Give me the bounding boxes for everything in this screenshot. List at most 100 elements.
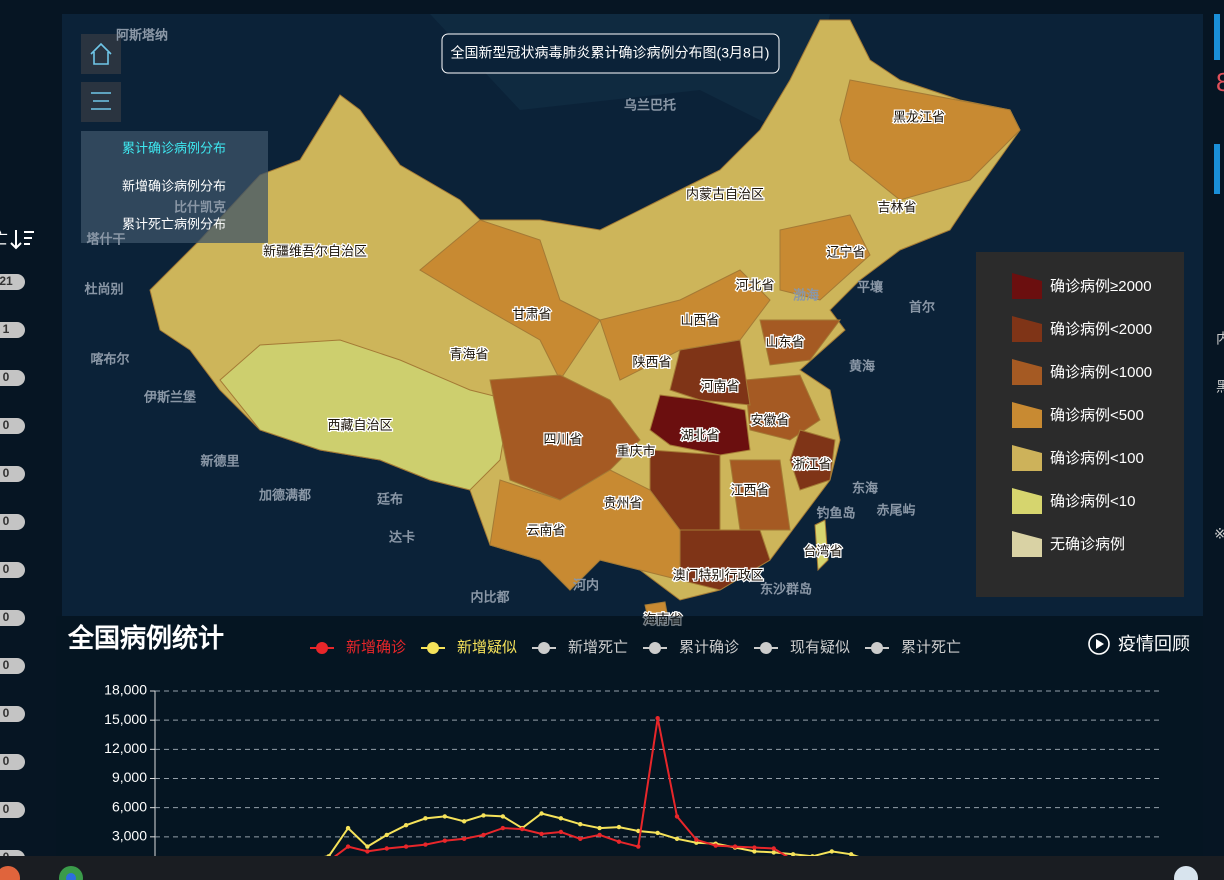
province-label: 陕西省 [632, 354, 671, 369]
data-point [481, 813, 486, 818]
data-point [732, 844, 738, 849]
base-map-label: 塔什干 [86, 231, 125, 246]
province-label: 贵州省 [603, 495, 642, 510]
badge [0, 610, 25, 626]
map-title: 全国新型冠状病毒肺炎累计确诊病例分布图(3月8日) [451, 45, 770, 61]
region [679, 529, 771, 591]
legend-swatch [1012, 359, 1042, 385]
base-map-label: 东海 [852, 480, 878, 495]
legend-dot[interactable] [760, 642, 772, 654]
review-button[interactable]: 疫情回顾 [1118, 634, 1190, 654]
legend-label[interactable]: 累计死亡 [901, 639, 961, 656]
data-point [636, 828, 641, 834]
data-point [597, 832, 602, 838]
review-icon[interactable] [1088, 633, 1110, 655]
legend-label[interactable]: 新增死亡 [568, 639, 628, 656]
base-map-label: 比什凯克 [174, 199, 226, 214]
data-point [616, 839, 622, 844]
data-point [848, 852, 854, 856]
data-point [674, 814, 680, 819]
legend-dot[interactable] [871, 642, 883, 654]
taskbar [0, 856, 1224, 880]
legend-label[interactable]: 新增确诊 [346, 639, 406, 656]
sort-icon[interactable] [10, 230, 34, 250]
data-point [423, 842, 428, 847]
legend-label[interactable]: 累计确诊 [679, 639, 739, 656]
menu-item[interactable]: 累计死亡病例分布 [122, 216, 226, 231]
badge [0, 706, 25, 722]
legend-label: 无确诊病例 [1050, 536, 1125, 553]
base-map-label: 东沙群岛 [760, 581, 812, 596]
badge-value: 0 [3, 610, 10, 624]
region [669, 339, 751, 406]
legend-dot[interactable] [649, 642, 661, 654]
data-point [403, 822, 409, 828]
badge-value: 0 [3, 754, 10, 768]
data-point [829, 849, 834, 854]
data-point [578, 821, 583, 827]
province-label: 安徽省 [750, 412, 789, 427]
badge-value: 0 [3, 802, 10, 816]
menu-panel [81, 131, 268, 243]
right-accent [1214, 144, 1220, 194]
menu-button[interactable] [81, 82, 121, 122]
base-map-label: 渤海 [793, 287, 819, 302]
legend-dot[interactable] [538, 642, 550, 654]
home-icon [90, 42, 112, 65]
badge-value: 0 [3, 418, 10, 432]
badge [0, 562, 25, 578]
right-panel-text: ※ [1214, 526, 1224, 542]
right-panel-text: 内 [1216, 331, 1224, 347]
taskbar-icon[interactable] [0, 866, 20, 880]
base-map-label: 廷布 [376, 491, 403, 506]
base-map-label: 赤尾屿 [876, 502, 915, 517]
data-point [384, 846, 389, 851]
home-button[interactable] [81, 34, 121, 74]
province-label: 台湾省 [803, 543, 842, 558]
data-point [694, 837, 699, 842]
base-map-label: 平壤 [857, 279, 884, 294]
taskbar-icon [66, 873, 76, 880]
data-point [539, 811, 544, 816]
data-point [365, 849, 370, 854]
legend-label: 确诊病例<100 [1050, 450, 1144, 467]
y-tick-label: 12,000 [104, 740, 147, 756]
base-map-label: 钓鱼岛 [816, 505, 855, 520]
badge [0, 370, 25, 386]
legend-dot[interactable] [427, 642, 439, 654]
badge-value: 0 [3, 562, 10, 576]
legend-label[interactable]: 新增疑似 [457, 639, 517, 656]
badge [0, 274, 25, 290]
taskbar-icon[interactable] [1174, 866, 1198, 880]
badge [0, 514, 25, 530]
region [789, 429, 836, 491]
province-label: 黑龙江省 [893, 109, 945, 124]
legend-label: 确诊病例<2000 [1050, 321, 1152, 338]
region [599, 269, 771, 381]
badge-value: 0 [3, 658, 10, 672]
map-title-box [441, 33, 780, 74]
base-map-label: 加德满都 [258, 487, 311, 502]
data-point [384, 832, 389, 838]
data-point [674, 836, 680, 841]
y-tick-label: 9,000 [112, 769, 147, 785]
province-label: 辽宁省 [826, 244, 865, 259]
legend-swatch [1012, 488, 1042, 514]
legend-dot[interactable] [316, 642, 328, 654]
data-point [597, 825, 602, 831]
province-label: 四川省 [543, 431, 582, 446]
map-legend [976, 252, 1184, 597]
data-point [326, 854, 331, 856]
badge [0, 658, 25, 674]
data-point [520, 826, 525, 832]
legend-swatch [1012, 445, 1042, 471]
legend-label[interactable]: 现有疑似 [790, 639, 850, 656]
data-point [771, 850, 776, 855]
region [814, 519, 829, 572]
menu-item[interactable]: 新增确诊病例分布 [122, 178, 226, 193]
base-map-label: 新德里 [200, 453, 239, 468]
region [779, 214, 871, 301]
menu-item[interactable]: 累计确诊病例分布 [122, 140, 226, 155]
badge-value: 0 [3, 514, 10, 528]
